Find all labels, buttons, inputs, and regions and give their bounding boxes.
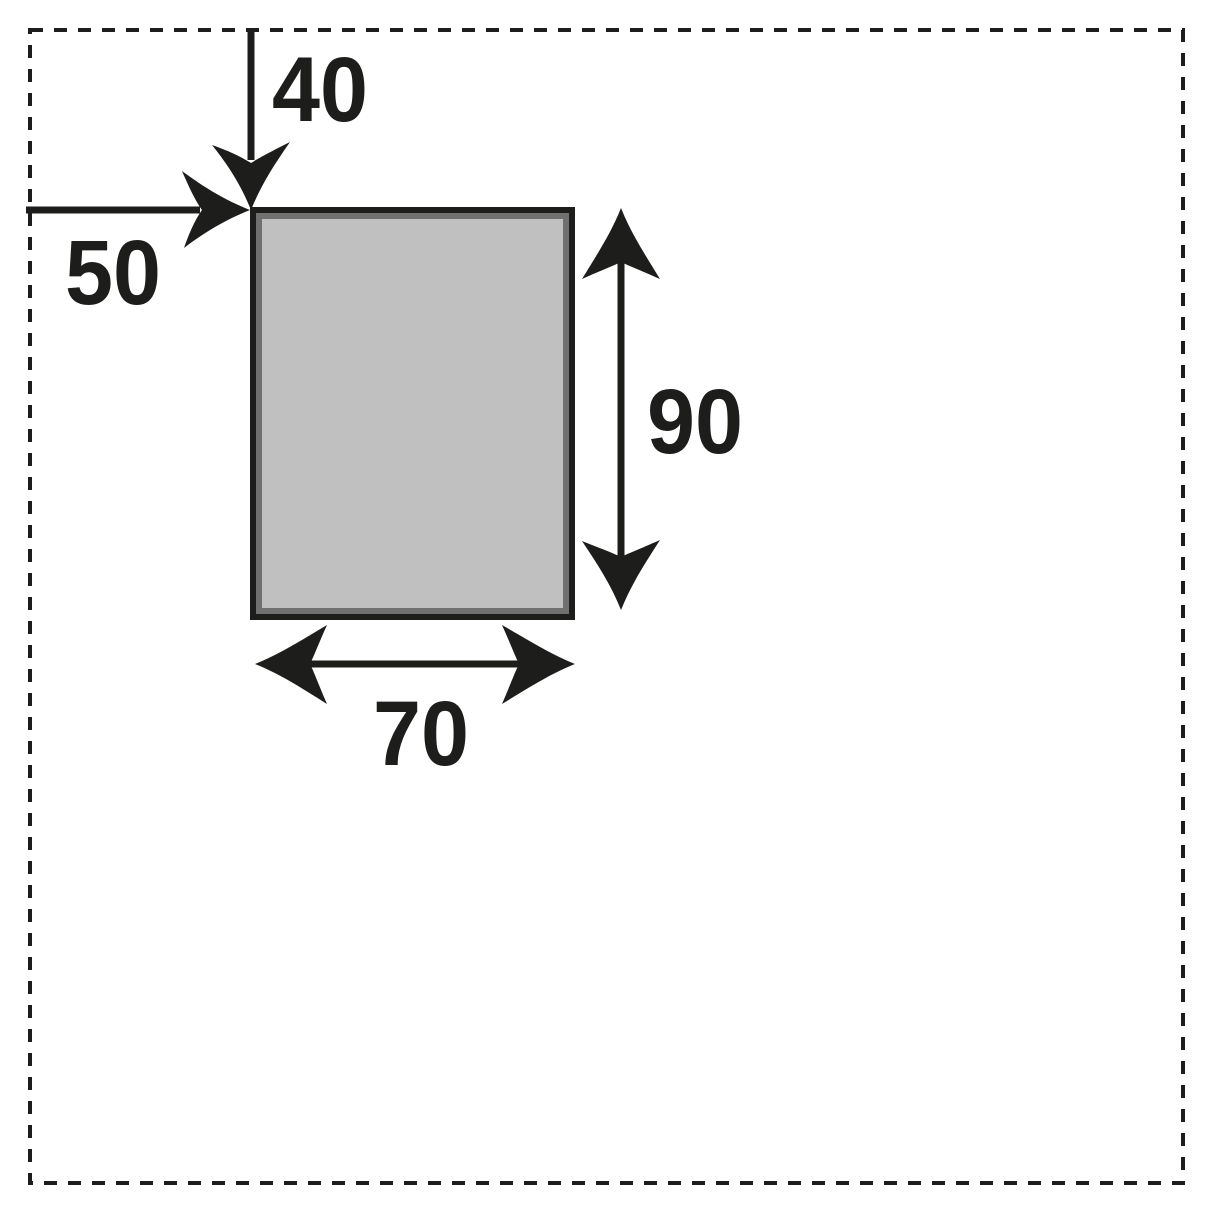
top-offset-arrow-head xyxy=(212,142,290,210)
height-label: 90 xyxy=(647,371,743,473)
top-offset-label: 40 xyxy=(272,39,368,141)
width-label: 70 xyxy=(373,683,469,785)
outer-boundary xyxy=(28,28,1185,1185)
width-arrow-head-right xyxy=(502,625,575,704)
height-arrow-head-bottom xyxy=(582,540,660,610)
width-arrow-head-left xyxy=(255,625,327,704)
height-arrow-head-top xyxy=(582,208,660,279)
left-offset-arrow-head xyxy=(182,171,250,248)
left-offset-label: 50 xyxy=(65,222,161,324)
panel-fill xyxy=(262,219,563,608)
